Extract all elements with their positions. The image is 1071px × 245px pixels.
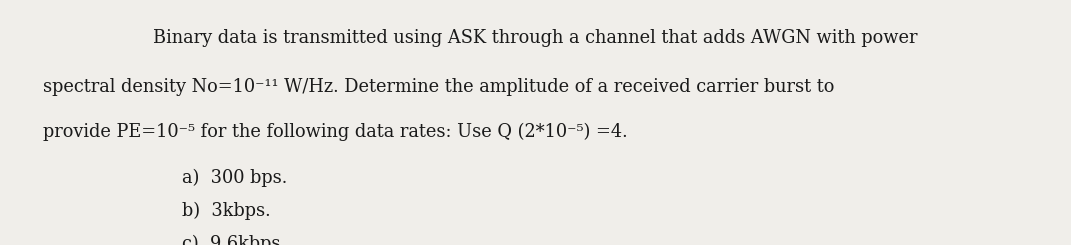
Text: b)  3kbps.: b) 3kbps.	[182, 202, 271, 220]
Text: spectral density No=10⁻¹¹ W/Hz. Determine the amplitude of a received carrier bu: spectral density No=10⁻¹¹ W/Hz. Determin…	[43, 78, 834, 96]
Text: c)  9.6kbps: c) 9.6kbps	[182, 235, 281, 245]
Text: provide PE=10⁻⁵ for the following data rates: Use Q (2*10⁻⁵) =4.: provide PE=10⁻⁵ for the following data r…	[43, 122, 628, 141]
Text: a)  300 bps.: a) 300 bps.	[182, 169, 287, 187]
Text: Binary data is transmitted using ASK through a channel that adds AWGN with power: Binary data is transmitted using ASK thr…	[153, 29, 918, 47]
